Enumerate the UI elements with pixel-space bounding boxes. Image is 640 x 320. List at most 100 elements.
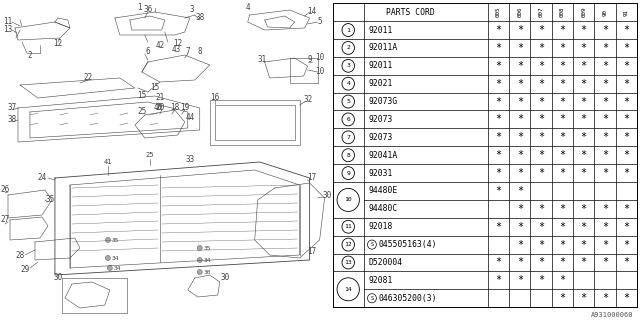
Text: *: * bbox=[623, 168, 629, 178]
Text: 35: 35 bbox=[204, 245, 211, 251]
Text: *: * bbox=[516, 150, 523, 160]
Text: *: * bbox=[580, 240, 587, 250]
Text: 44: 44 bbox=[185, 114, 195, 123]
Text: 2: 2 bbox=[28, 51, 32, 60]
Text: *: * bbox=[602, 25, 608, 35]
Text: *: * bbox=[516, 240, 523, 250]
Text: 92021: 92021 bbox=[369, 79, 393, 88]
Text: 36: 36 bbox=[143, 5, 152, 14]
Text: 045505163(4): 045505163(4) bbox=[379, 240, 437, 249]
Text: 5: 5 bbox=[317, 18, 322, 27]
Text: 6: 6 bbox=[145, 47, 150, 57]
Text: 34: 34 bbox=[114, 266, 122, 270]
Text: 92041A: 92041A bbox=[369, 151, 397, 160]
Circle shape bbox=[106, 237, 110, 243]
Text: *: * bbox=[602, 97, 608, 107]
Text: 35: 35 bbox=[112, 237, 120, 243]
Text: 92011: 92011 bbox=[369, 26, 393, 35]
Text: *: * bbox=[602, 204, 608, 214]
Text: 21: 21 bbox=[155, 93, 164, 102]
Text: *: * bbox=[602, 222, 608, 232]
Text: 38: 38 bbox=[8, 116, 17, 124]
Text: *: * bbox=[602, 168, 608, 178]
Bar bbox=[290, 58, 317, 83]
Text: *: * bbox=[623, 43, 629, 53]
Text: 4: 4 bbox=[346, 81, 350, 86]
Text: 9: 9 bbox=[307, 55, 312, 65]
Text: *: * bbox=[559, 204, 566, 214]
Text: 30: 30 bbox=[53, 274, 63, 283]
Bar bbox=[210, 100, 300, 145]
Text: 006: 006 bbox=[517, 7, 522, 17]
Text: *: * bbox=[495, 43, 502, 53]
Text: 15: 15 bbox=[150, 84, 159, 92]
Text: *: * bbox=[623, 240, 629, 250]
Text: 009: 009 bbox=[581, 7, 586, 17]
Circle shape bbox=[108, 266, 113, 270]
Bar bbox=[215, 105, 294, 140]
Text: 30: 30 bbox=[323, 190, 332, 199]
Text: *: * bbox=[495, 132, 502, 142]
Text: 30: 30 bbox=[220, 274, 229, 283]
Text: *: * bbox=[516, 97, 523, 107]
Text: 37: 37 bbox=[8, 103, 17, 113]
Text: 7: 7 bbox=[346, 135, 350, 140]
Text: 91: 91 bbox=[624, 9, 628, 16]
Text: 005: 005 bbox=[496, 7, 501, 17]
Text: *: * bbox=[495, 168, 502, 178]
Text: 38: 38 bbox=[195, 13, 204, 22]
Text: 22: 22 bbox=[83, 74, 93, 83]
Text: *: * bbox=[538, 61, 544, 71]
Text: *: * bbox=[580, 222, 587, 232]
Text: 20: 20 bbox=[155, 103, 164, 113]
Text: 13: 13 bbox=[344, 260, 352, 265]
Text: 10: 10 bbox=[315, 68, 324, 76]
Text: 92073: 92073 bbox=[369, 133, 393, 142]
Text: *: * bbox=[495, 79, 502, 89]
Text: *: * bbox=[516, 25, 523, 35]
Text: *: * bbox=[623, 25, 629, 35]
Text: *: * bbox=[602, 150, 608, 160]
Text: *: * bbox=[559, 61, 566, 71]
Text: 10: 10 bbox=[315, 53, 324, 62]
Text: *: * bbox=[516, 115, 523, 124]
Text: 10: 10 bbox=[344, 197, 352, 203]
Text: *: * bbox=[516, 43, 523, 53]
Text: 26: 26 bbox=[1, 186, 10, 195]
Text: 92031: 92031 bbox=[369, 169, 393, 178]
Text: 90: 90 bbox=[602, 9, 607, 16]
Text: *: * bbox=[559, 43, 566, 53]
Text: *: * bbox=[623, 79, 629, 89]
Text: 8: 8 bbox=[198, 47, 202, 57]
Circle shape bbox=[106, 255, 110, 260]
Text: *: * bbox=[538, 276, 544, 285]
Text: *: * bbox=[559, 25, 566, 35]
Text: 41: 41 bbox=[104, 159, 112, 165]
Bar bbox=[62, 278, 127, 313]
Text: *: * bbox=[495, 115, 502, 124]
Text: 92011A: 92011A bbox=[369, 44, 397, 52]
Text: *: * bbox=[538, 168, 544, 178]
Text: *: * bbox=[538, 115, 544, 124]
Text: *: * bbox=[623, 61, 629, 71]
Text: 6: 6 bbox=[346, 117, 350, 122]
Text: *: * bbox=[495, 97, 502, 107]
Text: 92011: 92011 bbox=[369, 61, 393, 70]
Text: *: * bbox=[516, 222, 523, 232]
Text: 3: 3 bbox=[346, 63, 350, 68]
Text: 008: 008 bbox=[560, 7, 565, 17]
Text: 35: 35 bbox=[45, 196, 54, 204]
Text: *: * bbox=[516, 132, 523, 142]
Text: 007: 007 bbox=[539, 7, 543, 17]
Text: *: * bbox=[623, 204, 629, 214]
Text: *: * bbox=[580, 43, 587, 53]
Text: 5: 5 bbox=[346, 99, 350, 104]
Text: *: * bbox=[538, 150, 544, 160]
Circle shape bbox=[197, 258, 202, 262]
Text: *: * bbox=[623, 150, 629, 160]
Text: *: * bbox=[495, 276, 502, 285]
Text: 94480C: 94480C bbox=[369, 204, 397, 213]
Text: 4: 4 bbox=[245, 4, 250, 12]
Text: *: * bbox=[623, 97, 629, 107]
Text: 3: 3 bbox=[189, 5, 194, 14]
